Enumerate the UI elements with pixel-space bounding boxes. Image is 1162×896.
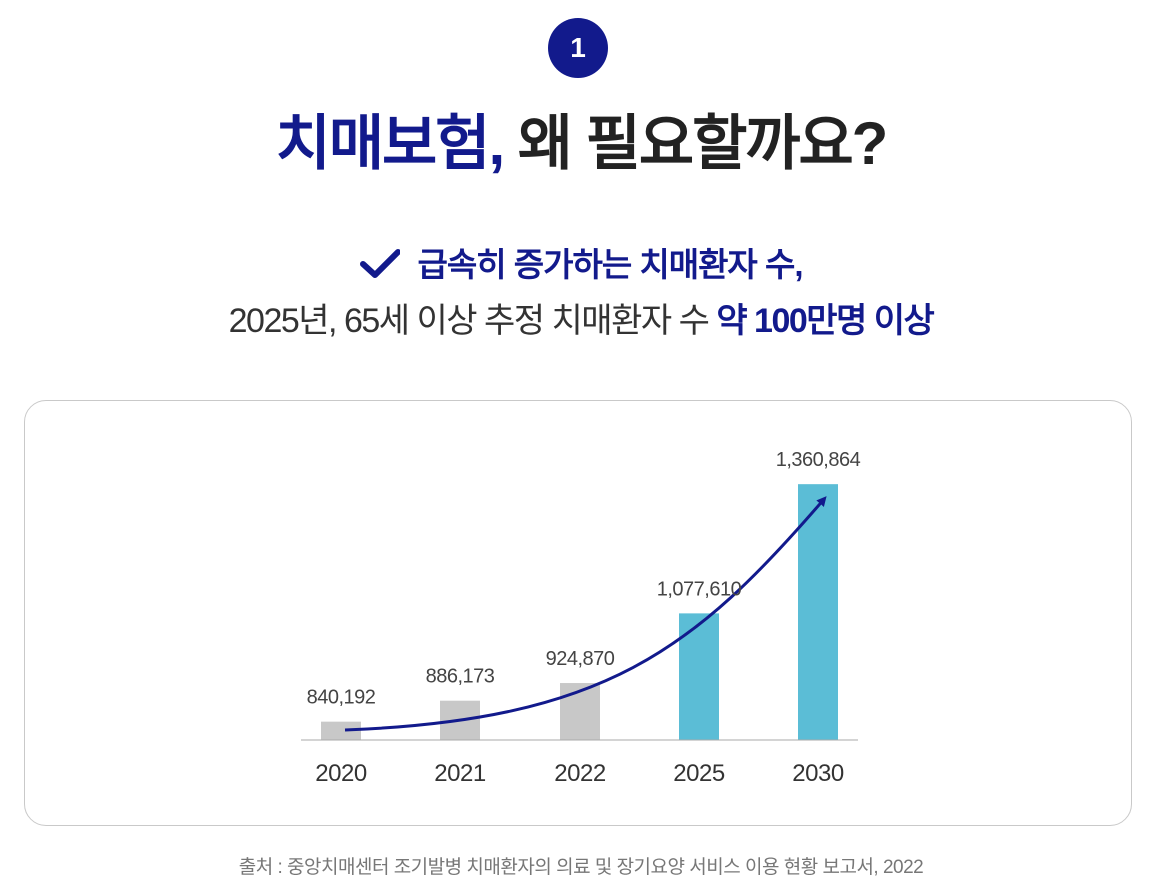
category-label-2025: 2025 <box>673 760 725 787</box>
page-title: 치매보험, 왜 필요할까요? <box>0 104 1162 184</box>
value-label-2020: 840,192 <box>307 687 376 709</box>
checkmark-icon <box>359 249 400 278</box>
bar-chart: 840,192 2020 886,173 2021 924,870 2022 1,077,6… <box>301 449 861 787</box>
category-label-2022: 2022 <box>554 760 606 787</box>
title-rest: 왜 필요할까요? <box>517 110 889 177</box>
category-label-2021: 2021 <box>434 760 486 787</box>
source-note: 출처 : 중앙치매센터 조기발병 치매환자의 의료 및 장기요양 서비스 이용 … <box>238 857 924 878</box>
bar-2030 <box>798 484 838 740</box>
subtitle-line2-highlight: 약 100만명 이상 <box>716 302 935 340</box>
category-label-2030: 2030 <box>792 760 844 787</box>
value-label-2022: 924,870 <box>546 648 615 670</box>
subtitle-line2-prefix: 2025년, 65세 이상 추정 치매환자 수 <box>228 302 710 340</box>
subtitle-line2: 2025년, 65세 이상 추정 치매환자 수 약 100만명 이상 <box>0 296 1162 346</box>
title-accent: 치매보험, <box>275 110 505 177</box>
value-label-2021: 886,173 <box>426 666 495 688</box>
bar-2020 <box>321 721 361 740</box>
step-number-badge: 1 <box>548 18 608 78</box>
bar-2025 <box>679 613 719 740</box>
category-label-2020: 2020 <box>315 760 367 787</box>
trend-arrow <box>344 496 827 732</box>
value-label-2025: 1,077,610 <box>657 578 742 600</box>
subtitle-line1-text: 급속히 증가하는 치매환자 수, <box>417 246 804 283</box>
value-label-2030: 1,360,864 <box>776 449 861 471</box>
chart-card <box>24 400 1132 826</box>
subtitle-line1: 급속히 증가하는 치매환자 수, <box>0 240 1162 290</box>
